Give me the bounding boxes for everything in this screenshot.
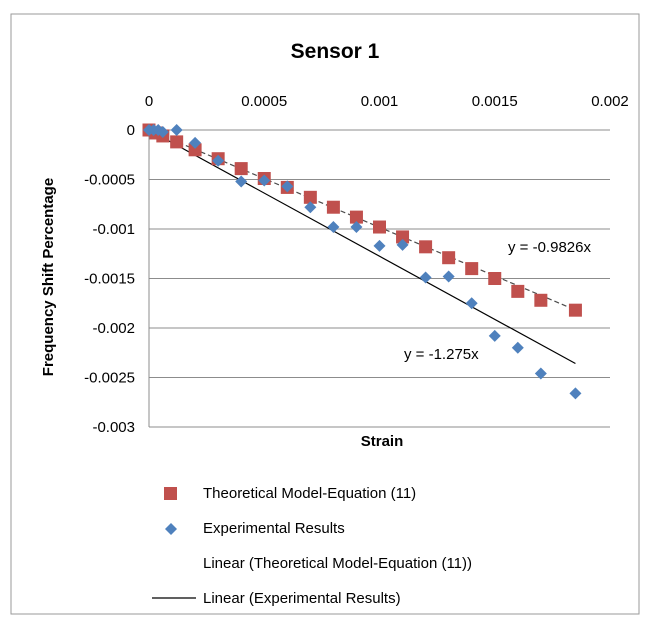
experimental-point bbox=[327, 221, 340, 234]
y-tick-label: -0.0005 bbox=[84, 172, 135, 189]
y-tick-label: -0.002 bbox=[92, 320, 135, 337]
chart-title: Sensor 1 bbox=[291, 40, 380, 63]
theoretical-point bbox=[534, 293, 548, 307]
experimental-point bbox=[281, 180, 294, 193]
theoretical-point bbox=[234, 162, 248, 176]
theoretical-point bbox=[442, 251, 456, 265]
x-tick-label: 0.001 bbox=[361, 93, 399, 110]
trendline-label-experimental: y = -1.275x bbox=[404, 346, 479, 363]
experimental-point bbox=[419, 271, 432, 284]
trendlines bbox=[148, 129, 576, 365]
trendline-experimental bbox=[148, 129, 576, 365]
x-tick-label: 0.0005 bbox=[241, 93, 287, 110]
theoretical-point bbox=[303, 190, 317, 204]
trendline-labels: y = -0.9826x y = -1.275x bbox=[404, 239, 591, 363]
theoretical-point bbox=[326, 200, 340, 214]
theoretical-point bbox=[465, 262, 479, 276]
legend-markers bbox=[152, 487, 196, 599]
trendline-label-theoretical: y = -0.9826x bbox=[508, 239, 591, 256]
theoretical-point bbox=[396, 230, 410, 244]
x-axis-label: Strain bbox=[361, 433, 404, 450]
experimental-point bbox=[465, 297, 478, 310]
y-tick-label: -0.003 bbox=[92, 419, 135, 436]
experimental-point bbox=[350, 221, 363, 234]
experimental-point bbox=[488, 329, 501, 342]
theoretical-point bbox=[488, 272, 502, 285]
theoretical-point bbox=[511, 284, 525, 298]
y-tick-label: -0.001 bbox=[92, 221, 135, 238]
theoretical-point bbox=[170, 135, 184, 149]
experimental-point bbox=[189, 136, 202, 149]
y-tick-label: -0.0015 bbox=[84, 271, 135, 288]
legend-entry-experimental: Experimental Results bbox=[203, 520, 345, 537]
trendline-theoretical bbox=[148, 129, 576, 311]
experimental-point bbox=[373, 239, 386, 252]
chart-border bbox=[10, 13, 640, 615]
x-tick-label: 0 bbox=[145, 93, 153, 110]
experimental-point bbox=[396, 238, 409, 251]
x-tick-label: 0.0015 bbox=[472, 93, 518, 110]
x-tick-label: 0.002 bbox=[591, 93, 629, 110]
gridlines bbox=[148, 129, 610, 428]
experimental-point bbox=[156, 125, 169, 138]
experimental-point bbox=[258, 174, 271, 187]
theoretical-point bbox=[568, 303, 582, 317]
y-tick-label: 0 bbox=[127, 122, 135, 139]
theoretical-point bbox=[188, 143, 202, 157]
experimental-point bbox=[442, 270, 455, 283]
data-points bbox=[142, 123, 582, 400]
legend-marker-experimental bbox=[165, 523, 177, 535]
legend-entry-linear-theoretical: Linear (Theoretical Model-Equation (11)) bbox=[203, 555, 473, 572]
legend-entry-linear-experimental: Linear (Experimental Results) bbox=[203, 590, 401, 607]
experimental-point bbox=[534, 367, 547, 380]
experimental-point bbox=[569, 387, 582, 400]
theoretical-point bbox=[349, 210, 363, 224]
experimental-point bbox=[235, 175, 248, 188]
legend-marker-theoretical bbox=[164, 487, 177, 500]
legend-entry-theoretical: Theoretical Model-Equation (11) bbox=[203, 485, 417, 502]
experimental-point bbox=[212, 154, 225, 167]
y-tick-label: -0.0025 bbox=[84, 370, 135, 387]
experimental-point bbox=[304, 201, 317, 214]
tick-labels: 0 -0.0005 -0.001 -0.0015 -0.002 -0.0025 -0.003… bbox=[84, 93, 629, 436]
y-axis-label: Frequency Shift Percentage bbox=[40, 178, 57, 376]
theoretical-point bbox=[419, 240, 433, 254]
theoretical-point bbox=[373, 220, 386, 234]
experimental-point bbox=[511, 341, 524, 354]
experimental-point bbox=[170, 124, 183, 136]
